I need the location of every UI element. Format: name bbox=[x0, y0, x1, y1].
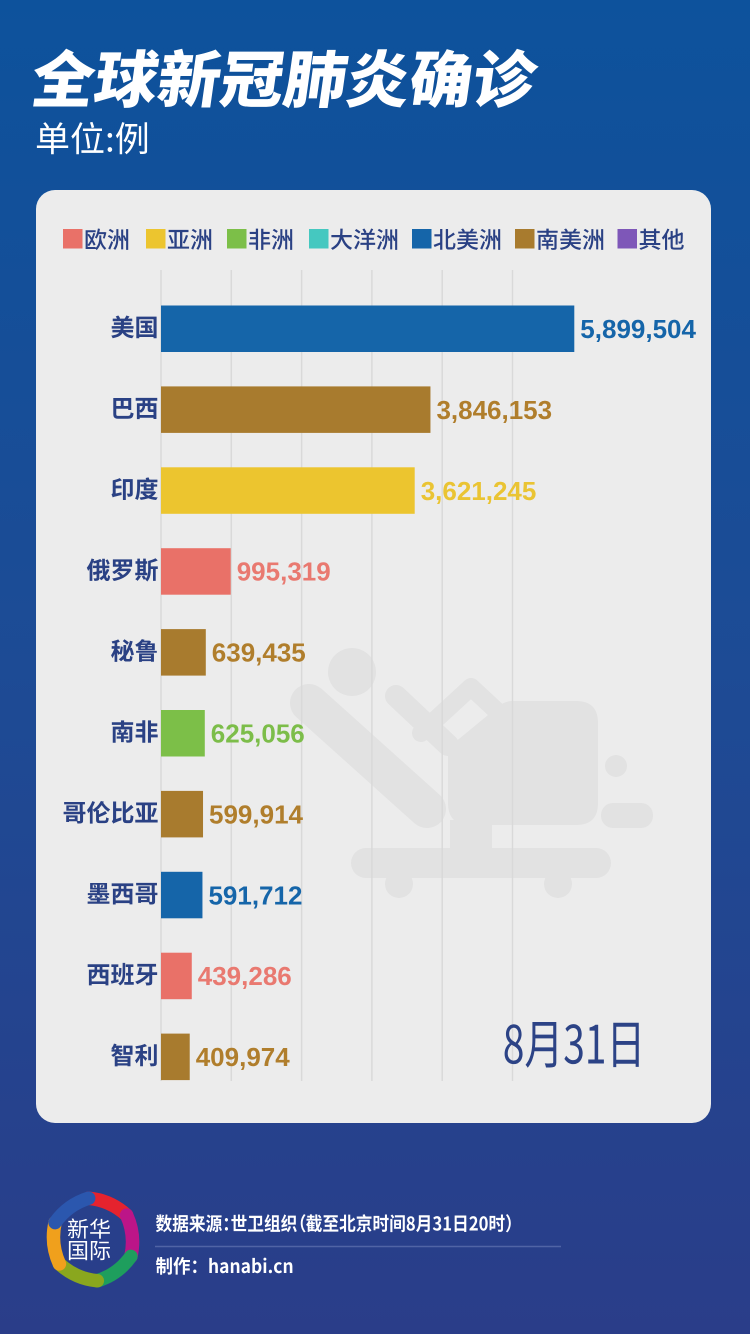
svg-text:639,435: 639,435 bbox=[212, 638, 306, 668]
svg-text:409,974: 409,974 bbox=[196, 1042, 291, 1072]
svg-text:5,899,504: 5,899,504 bbox=[580, 314, 696, 344]
svg-text:599,914: 599,914 bbox=[209, 799, 304, 829]
svg-text:995,319: 995,319 bbox=[237, 557, 331, 587]
svg-text:3,621,245: 3,621,245 bbox=[421, 476, 537, 506]
svg-text:439,286: 439,286 bbox=[198, 961, 292, 991]
svg-text:591,712: 591,712 bbox=[208, 880, 302, 910]
svg-text:3,846,153: 3,846,153 bbox=[436, 395, 552, 425]
svg-text:625,056: 625,056 bbox=[211, 719, 305, 749]
